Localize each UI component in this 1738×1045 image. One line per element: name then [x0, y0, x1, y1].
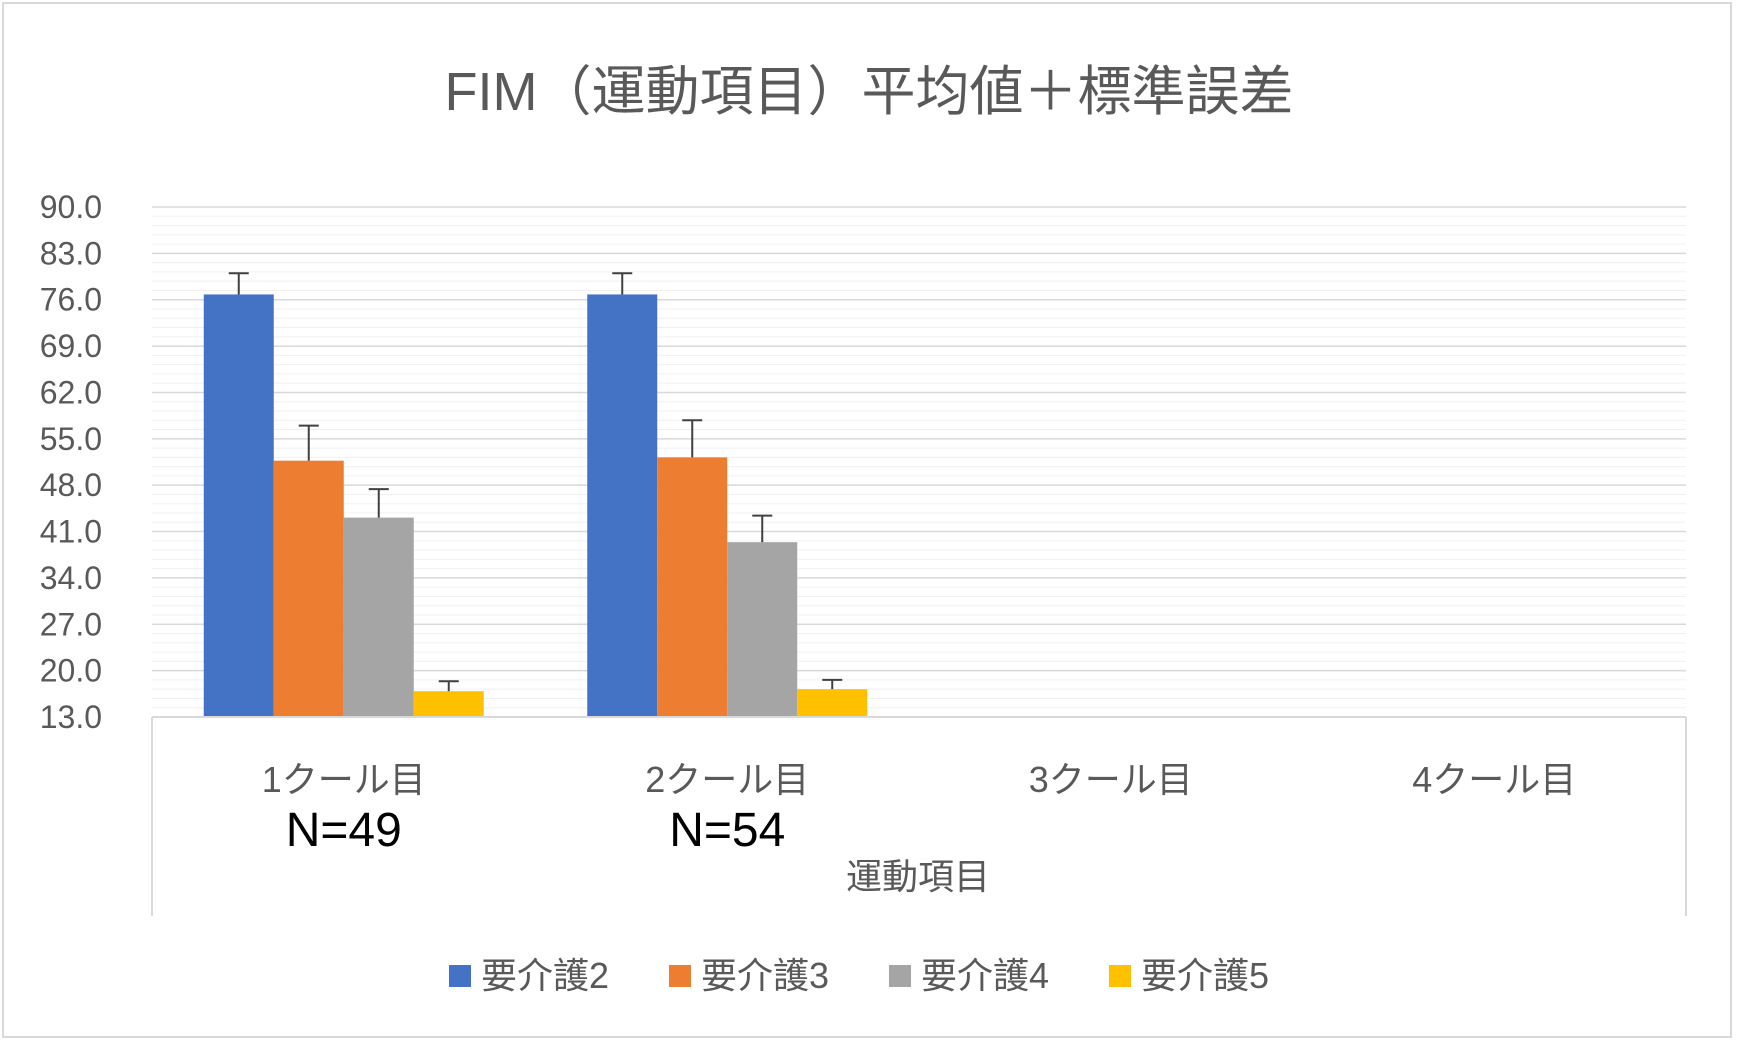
legend-swatch [1109, 965, 1131, 987]
x-category-label: 1クール目 [262, 759, 426, 800]
y-tick-label: 90.0 [40, 189, 102, 225]
y-tick-label: 69.0 [40, 328, 102, 364]
y-axis-tick-labels: 13.0 20.0 27.0 34.0 41.0 48.0 55.0 62.0 69.0 76.0… [40, 189, 102, 735]
legend-label: 要介護3 [701, 955, 829, 996]
legend-label: 要介護2 [481, 955, 609, 996]
y-tick-label: 62.0 [40, 374, 102, 410]
sample-size-label: N=54 [669, 804, 785, 857]
bar-要介護4-1クール目 [343, 517, 414, 717]
legend-swatch [449, 965, 471, 987]
x-category-label: 2クール目 [645, 759, 809, 800]
bars [203, 294, 868, 717]
y-tick-label: 20.0 [40, 653, 102, 689]
bar-要介護5-2クール目 [797, 689, 868, 717]
legend-swatch [669, 965, 691, 987]
x-axis-title: 運動項目 [846, 856, 990, 897]
y-tick-label: 27.0 [40, 606, 102, 642]
y-tick-label: 76.0 [40, 282, 102, 318]
x-category-label: 4クール目 [1412, 759, 1576, 800]
bar-要介護2-2クール目 [587, 294, 658, 717]
y-tick-label: 48.0 [40, 467, 102, 503]
y-tick-label: 13.0 [40, 699, 102, 735]
bar-要介護3-1クール目 [273, 460, 344, 717]
bar-要介護3-2クール目 [657, 457, 728, 717]
bar-要介護4-2クール目 [727, 542, 798, 717]
bar-要介護5-1クール目 [413, 691, 484, 717]
legend-label: 要介護4 [921, 955, 1049, 996]
bar-要介護2-1クール目 [203, 294, 274, 717]
x-category-label: 3クール目 [1029, 759, 1193, 800]
legend-swatch [889, 965, 911, 987]
y-tick-label: 83.0 [40, 235, 102, 271]
sample-size-label: N=49 [286, 804, 402, 857]
y-tick-label: 55.0 [40, 421, 102, 457]
legend: 要介護2 要介護3 要介護4 要介護5 [449, 955, 1269, 996]
chart-title: FIM（運動項目）平均値＋標準誤差 [445, 62, 1294, 122]
error-bars [228, 272, 843, 692]
legend-label: 要介護5 [1141, 955, 1269, 996]
y-tick-label: 34.0 [40, 560, 102, 596]
y-tick-label: 41.0 [40, 514, 102, 550]
